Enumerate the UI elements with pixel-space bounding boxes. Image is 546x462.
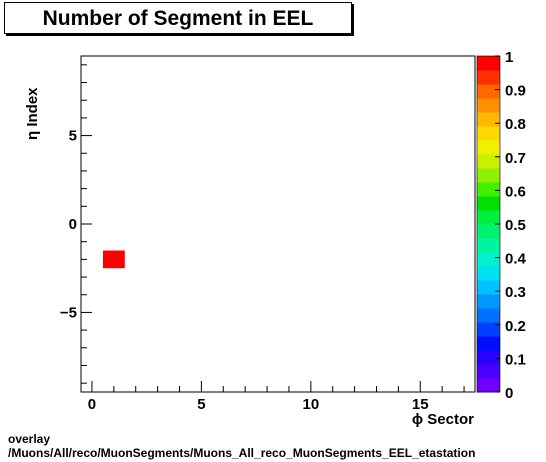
colorbar-band (477, 364, 500, 379)
colorbar-tick-label: 0.5 (505, 217, 526, 234)
colorbar-band (477, 168, 500, 183)
colorbar-band (477, 336, 500, 351)
x-tick-label: 10 (302, 396, 319, 413)
colorbar-tick-label: 0 (505, 385, 513, 402)
colorbar-tick-label: 0.3 (505, 284, 526, 301)
colorbar-band (477, 238, 500, 253)
colorbar-band (477, 140, 500, 155)
colorbar-band (477, 112, 500, 127)
colorbar-tick-label: 0.6 (505, 183, 526, 200)
colorbar-band (477, 252, 500, 267)
colorbar-band (477, 322, 500, 337)
colorbar-band (477, 266, 500, 281)
colorbar-band (477, 378, 500, 393)
y-tick-label: 5 (69, 128, 77, 145)
colorbar-band (477, 210, 500, 225)
colorbar-tick-label: 0.9 (505, 83, 526, 100)
colorbar-tick-label: 0.4 (505, 251, 527, 268)
colorbar-band (477, 84, 500, 99)
chart-title-box: Number of Segment in EEL (4, 2, 352, 34)
colorbar-tick-label: 0.7 (505, 150, 526, 167)
colorbar-band (477, 224, 500, 239)
x-tick-label: 0 (88, 396, 96, 413)
colorbar-tick-label: 0.8 (505, 116, 526, 133)
chart-title: Number of Segment in EEL (42, 7, 314, 30)
colorbar-tick-label: 0.2 (505, 318, 526, 335)
colorbar-tick-label: 0.1 (505, 351, 526, 368)
colorbar-band (477, 294, 500, 309)
colorbar-tick-label: 1 (505, 49, 513, 66)
colorbar-band (477, 70, 500, 85)
footer-path: /Muons/All/reco/MuonSegments/Muons_All_r… (8, 446, 476, 460)
colorbar-band (477, 280, 500, 295)
y-axis-label: η Index (24, 87, 41, 140)
x-tick-label: 5 (197, 396, 205, 413)
colorbar-band (477, 154, 500, 169)
y-tick-label: −5 (60, 304, 77, 321)
footer-overlay: overlay (8, 432, 51, 446)
y-tick-label: 0 (69, 216, 77, 233)
colorbar-band (477, 182, 500, 197)
colorbar-band (477, 56, 500, 71)
colorbar-band (477, 308, 500, 323)
plot-frame (80, 55, 476, 393)
colorbar-band (477, 196, 500, 211)
x-axis-label: ϕ Sector (412, 411, 474, 428)
colorbar-band (477, 126, 500, 141)
colorbar-band (477, 350, 500, 365)
x-tick-label: 15 (412, 396, 429, 413)
heatmap-cell (102, 250, 125, 269)
colorbar-band (477, 98, 500, 113)
